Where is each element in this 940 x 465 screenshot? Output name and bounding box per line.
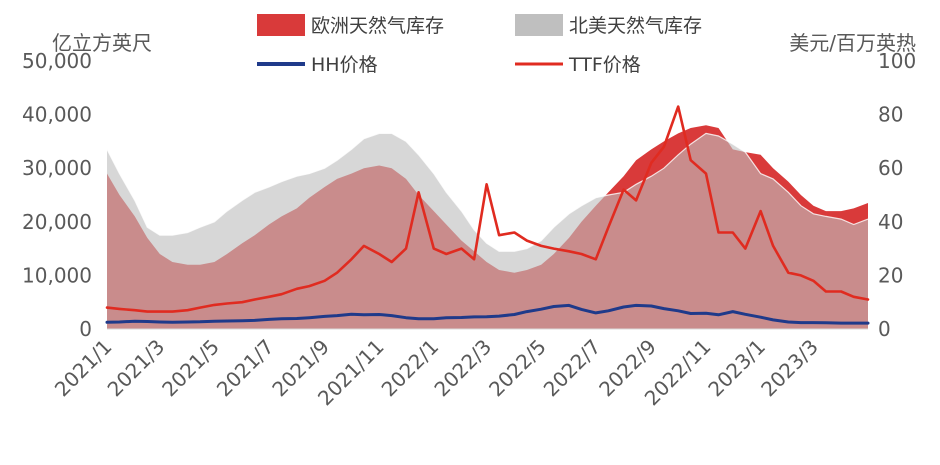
right-tick-label: 40 [878, 210, 903, 234]
x-tick-label: 2023/3 [756, 335, 823, 402]
line-series-2 [105, 303, 870, 325]
line-series-3 [105, 105, 870, 313]
right-tick-label: 100 [878, 49, 916, 73]
area-series-1-outline [106, 132, 869, 252]
legend-swatch-eu-storage [257, 14, 305, 36]
x-tick-label: 2021/7 [212, 335, 279, 402]
legend-swatch-na-storage [515, 14, 563, 36]
right-tick-label: 80 [878, 103, 903, 127]
x-tick-label: 2022/3 [429, 335, 496, 402]
x-tick-label: 2021/3 [103, 335, 170, 402]
left-tick-label: 50,000 [22, 49, 92, 73]
left-axis-unit: 亿立方英尺 [52, 31, 152, 55]
right-tick-label: 60 [878, 156, 903, 180]
legend-label-hh-price: HH价格 [311, 54, 378, 76]
right-axis-unit: 美元/百万英热 [789, 31, 916, 55]
area-series-1 [107, 133, 868, 329]
right-tick-label: 20 [878, 263, 903, 287]
plot-area [105, 105, 870, 329]
left-tick-label: 10,000 [22, 263, 92, 287]
legend-label-eu-storage: 欧洲天然气库存 [311, 15, 444, 37]
left-tick-label: 0 [79, 317, 92, 341]
left-tick-label: 30,000 [22, 156, 92, 180]
x-tick-label: 2021/1 [50, 335, 117, 402]
x-tick-label: 2022/7 [539, 335, 606, 402]
x-tick-label: 2022/5 [484, 335, 551, 402]
legend: 欧洲天然气库存 北美天然气库存 HH价格 TTF价格 [257, 14, 702, 76]
legend-label-na-storage: 北美天然气库存 [569, 15, 702, 37]
left-tick-label: 40,000 [22, 103, 92, 127]
right-tick-label: 0 [878, 317, 891, 341]
x-tick-label: 2023/1 [703, 335, 770, 402]
x-tick-label: 2021/5 [157, 335, 224, 402]
x-tick-label: 2022/1 [377, 335, 444, 402]
legend-label-ttf-price: TTF价格 [568, 54, 641, 76]
left-tick-label: 20,000 [22, 210, 92, 234]
